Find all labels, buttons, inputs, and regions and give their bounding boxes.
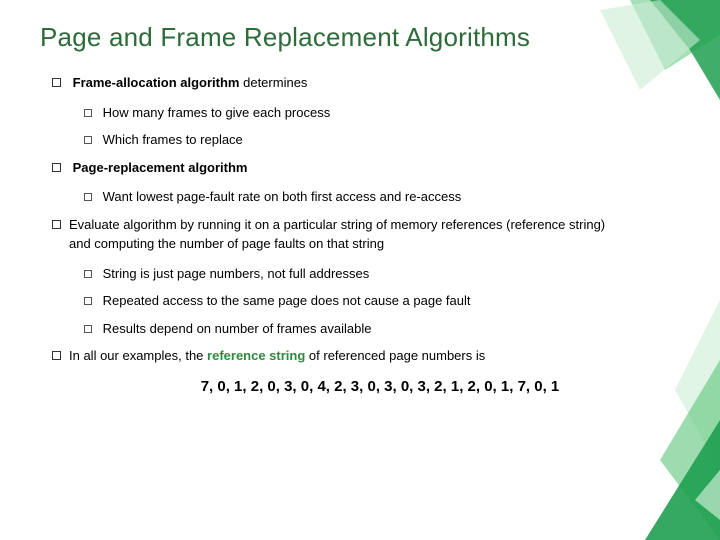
text: Which frames to replace: [103, 132, 243, 147]
sub-bullet: Which frames to replace: [84, 130, 680, 150]
text: Page-replacement algorithm: [73, 160, 248, 175]
sub-bullet: Repeated access to the same page does no…: [84, 291, 680, 311]
text: How many frames to give each process: [103, 105, 331, 120]
bullet-box-icon: [84, 297, 92, 305]
bullet-box-icon: [52, 351, 61, 360]
bullet-box-icon: [84, 136, 92, 144]
text: determines: [240, 75, 308, 90]
text-accent: reference string: [207, 348, 305, 363]
bullet-page-replacement: Page-replacement algorithm: [52, 158, 680, 178]
text: Evaluate algorithm by running it on a pa…: [69, 215, 629, 254]
text: Frame-allocation algorithm: [73, 75, 240, 90]
text: Repeated access to the same page does no…: [103, 293, 471, 308]
bullet-reference-string: In all our examples, the reference strin…: [52, 346, 680, 366]
sub-bullet: How many frames to give each process: [84, 103, 680, 123]
bullet-box-icon: [84, 193, 92, 201]
sub-bullet: Results depend on number of frames avail…: [84, 319, 680, 339]
bullet-box-icon: [84, 325, 92, 333]
bullet-frame-allocation: Frame-allocation algorithm determines: [52, 73, 680, 93]
bullet-evaluate: Evaluate algorithm by running it on a pa…: [52, 215, 680, 254]
text: Results depend on number of frames avail…: [103, 321, 372, 336]
bullet-box-icon: [84, 109, 92, 117]
bullet-box-icon: [52, 78, 61, 87]
text: String is just page numbers, not full ad…: [103, 266, 370, 281]
text: of referenced page numbers is: [305, 348, 485, 363]
sub-bullet: String is just page numbers, not full ad…: [84, 264, 680, 284]
slide-content: Frame-allocation algorithm determines Ho…: [40, 73, 680, 398]
text: In all our examples, the: [69, 348, 207, 363]
bullet-box-icon: [84, 270, 92, 278]
reference-string-value: 7, 0, 1, 2, 0, 3, 0, 4, 2, 3, 0, 3, 0, 3…: [80, 376, 680, 399]
sub-bullet: Want lowest page-fault rate on both firs…: [84, 187, 680, 207]
text: Want lowest page-fault rate on both firs…: [103, 189, 462, 204]
page-title: Page and Frame Replacement Algorithms: [40, 22, 680, 53]
slide: Page and Frame Replacement Algorithms Fr…: [0, 0, 720, 540]
bullet-box-icon: [52, 220, 61, 229]
bullet-box-icon: [52, 163, 61, 172]
